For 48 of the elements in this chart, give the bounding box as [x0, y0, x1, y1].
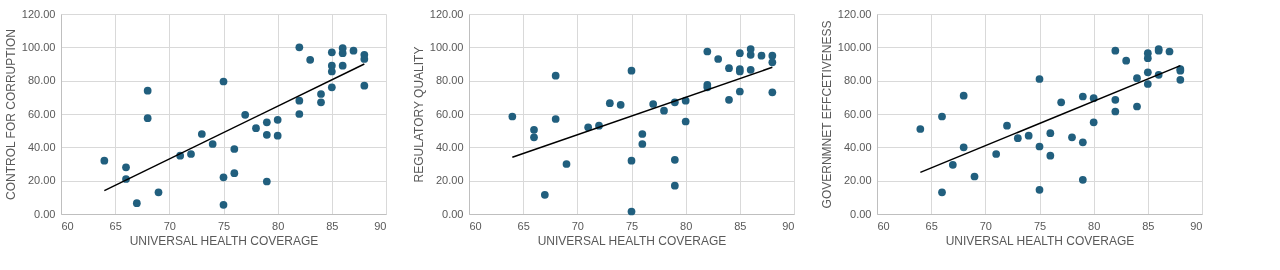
y-tick-label: 40.00 — [843, 140, 872, 153]
x-axis-title: UNIVERSAL HEALTH COVERAGE — [537, 233, 727, 248]
y-tick-label: 60.00 — [435, 107, 464, 120]
y-tick-label: 120.00 — [429, 7, 464, 20]
y-axis-title: CONTROL FOR CORRUPTION — [3, 29, 18, 200]
x-tick-label: 65 — [517, 219, 530, 232]
x-tick-label: 60 — [877, 219, 890, 232]
y-tick-label: 0.00 — [34, 207, 56, 220]
y-tick-label: 20.00 — [435, 174, 464, 187]
y-tick-label: 0.00 — [850, 207, 872, 220]
x-tick-label: 75 — [217, 219, 231, 232]
x-tick-label: 85 — [734, 219, 747, 232]
x-tick-label: 90 — [782, 219, 795, 232]
y-tick-label: 80.00 — [27, 74, 56, 87]
y-tick-label: 80.00 — [843, 74, 872, 87]
x-tick-label: 70 — [979, 219, 992, 232]
x-tick-label: 75 — [1033, 219, 1047, 232]
x-axis-title: UNIVERSAL HEALTH COVERAGE — [129, 233, 319, 248]
y-tick-label: 20.00 — [27, 174, 56, 187]
y-tick-label: 40.00 — [435, 140, 464, 153]
x-tick-label: 65 — [109, 219, 122, 232]
x-tick-label: 80 — [1088, 219, 1101, 232]
y-tick-label: 100.00 — [429, 40, 464, 53]
x-tick-label: 85 — [326, 219, 339, 232]
x-tick-label: 60 — [469, 219, 482, 232]
x-tick-label: 70 — [571, 219, 584, 232]
x-tick-label: 85 — [1142, 219, 1155, 232]
x-axis-title: UNIVERSAL HEALTH COVERAGE — [945, 233, 1135, 248]
x-tick-label: 90 — [1190, 219, 1203, 232]
x-tick-label: 75 — [625, 219, 639, 232]
y-axis-title: GOVERNMNET EFFCETIVENESS — [819, 20, 834, 209]
x-tick-label: 80 — [680, 219, 693, 232]
y-tick-label: 120.00 — [21, 7, 56, 20]
x-tick-label: 65 — [925, 219, 938, 232]
x-tick-label: 60 — [61, 219, 74, 232]
x-tick-label: 70 — [163, 219, 176, 232]
y-axis-title: REGULATORY QUALITY — [411, 46, 426, 183]
y-tick-label: 60.00 — [843, 107, 872, 120]
y-tick-label: 40.00 — [27, 140, 56, 153]
x-tick-label: 90 — [374, 219, 387, 232]
y-tick-label: 20.00 — [843, 174, 872, 187]
y-tick-label: 120.00 — [837, 7, 872, 20]
y-tick-label: 100.00 — [21, 40, 56, 53]
y-tick-label: 100.00 — [837, 40, 872, 53]
y-tick-label: 60.00 — [27, 107, 56, 120]
y-tick-label: 0.00 — [442, 207, 464, 220]
x-tick-label: 80 — [272, 219, 285, 232]
y-tick-label: 80.00 — [435, 74, 464, 87]
